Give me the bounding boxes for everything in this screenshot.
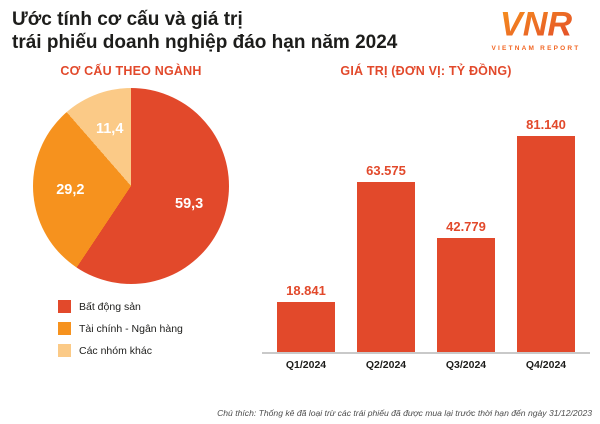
bar <box>357 182 415 353</box>
page-title-line1: Ước tính cơ cấu và giá trị <box>12 9 243 30</box>
bar-value-label: 18.841 <box>286 283 326 299</box>
bar <box>517 136 575 353</box>
legend-swatch-icon <box>58 300 71 314</box>
vnr-logo: VNR VIETNAM REPORT <box>484 5 588 52</box>
charts-area: CƠ CẤU THEO NGÀNH 59,3 29,2 11,4 Bất động … <box>0 58 600 371</box>
pie-legend: Bất động sản Tài chính - Ngân hàng Các nhó… <box>58 300 183 358</box>
bar-value-label: 63.575 <box>366 163 406 179</box>
footnote: Chú thích: Thống kê đã loại trừ các trái… <box>217 408 592 418</box>
legend-label: Tài chính - Ngân hàng <box>79 322 183 335</box>
bar-value-label: 42.779 <box>446 219 486 235</box>
legend-swatch-icon <box>58 344 71 358</box>
pie-section-heading: CƠ CẤU THEO NGÀNH <box>60 64 202 79</box>
bar-categories: Q1/2024 Q2/2024 Q3/2024 Q4/2024 <box>262 359 590 371</box>
pie-graphic <box>33 88 229 285</box>
pie-section: CƠ CẤU THEO NGÀNH 59,3 29,2 11,4 Bất động … <box>0 58 262 371</box>
pie-slice-label: 29,2 <box>56 182 85 199</box>
vnr-logo-subtext: VIETNAM REPORT <box>491 45 581 52</box>
legend-label: Bất động sản <box>79 300 141 313</box>
legend-item: Tài chính - Ngân hàng <box>58 322 183 336</box>
bar-value-label: 81.140 <box>526 117 566 133</box>
legend-label: Các nhóm khác <box>79 344 152 357</box>
bar-category-label: Q1/2024 <box>285 359 327 372</box>
bar-category-label: Q3/2024 <box>445 359 487 372</box>
bar-section-heading: GIÁ TRỊ (ĐƠN VỊ: TỶ ĐỒNG) <box>340 64 512 79</box>
bar-category-label: Q2/2024 <box>365 359 407 372</box>
bar-column: 81.140 <box>506 117 586 353</box>
header: Ước tính cơ cấu và giá trị trái phiếu do… <box>0 0 600 54</box>
pie-slice-label: 59,3 <box>175 195 204 212</box>
pie-slice-label: 11,4 <box>95 121 124 138</box>
page-title: Ước tính cơ cấu và giá trị trái phiếu do… <box>12 8 397 54</box>
legend-swatch-icon <box>58 322 71 336</box>
bar-plot: 18.841 63.575 42.779 81.140 <box>262 90 590 355</box>
legend-item: Bất động sản <box>58 300 183 314</box>
page-title-line2: trái phiếu doanh nghiệp đáo hạn năm 2024 <box>12 32 398 54</box>
vnr-logo-icon: VNR <box>500 5 572 43</box>
legend-item: Các nhóm khác <box>58 344 183 358</box>
bar-chart: 18.841 63.575 42.779 81.140 Q1/2024 Q2/2024 Q… <box>262 90 590 371</box>
bar-column: 42.779 <box>426 219 506 353</box>
bar-section: GIÁ TRỊ (ĐƠN VỊ: TỶ ĐỒNG) 18.841 63.575 42… <box>262 58 600 371</box>
bar <box>277 302 335 353</box>
bar-column: 63.575 <box>346 163 426 353</box>
pie-chart: 59,3 29,2 11,4 <box>33 88 229 285</box>
bar-column: 18.841 <box>266 283 346 353</box>
bar-category-label: Q4/2024 <box>525 359 567 372</box>
bar <box>437 238 495 353</box>
vnr-logo-text: VNR <box>500 6 572 43</box>
